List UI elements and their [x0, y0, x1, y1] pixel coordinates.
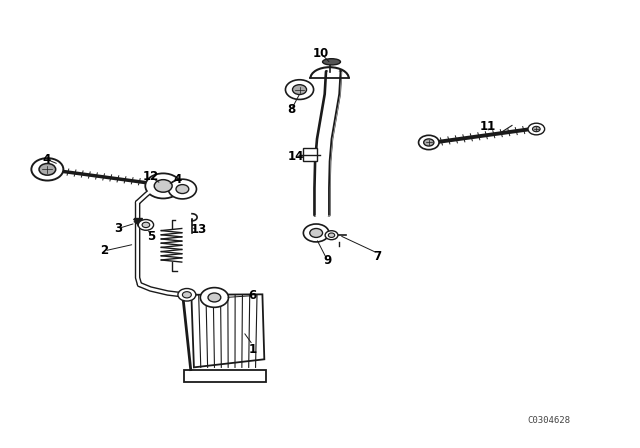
Circle shape	[154, 180, 172, 192]
Text: 5: 5	[148, 230, 156, 243]
Text: 6: 6	[249, 289, 257, 302]
Circle shape	[424, 139, 434, 146]
Text: 12: 12	[142, 170, 159, 184]
Circle shape	[532, 126, 540, 132]
Circle shape	[145, 173, 181, 198]
Text: 2: 2	[100, 244, 108, 258]
Text: 3: 3	[115, 222, 122, 235]
Text: 13: 13	[190, 223, 207, 236]
Circle shape	[528, 123, 545, 135]
Circle shape	[178, 289, 196, 301]
Text: 4: 4	[42, 152, 50, 166]
Text: 7: 7	[374, 250, 381, 263]
Circle shape	[328, 233, 335, 237]
Circle shape	[208, 293, 221, 302]
Circle shape	[292, 85, 307, 95]
Polygon shape	[184, 370, 266, 382]
Circle shape	[138, 220, 154, 230]
Circle shape	[142, 222, 150, 228]
Circle shape	[200, 288, 228, 307]
Circle shape	[182, 292, 191, 298]
Ellipse shape	[323, 59, 340, 65]
Text: 11: 11	[479, 120, 496, 133]
Text: 14: 14	[287, 150, 304, 164]
Circle shape	[419, 135, 439, 150]
Bar	[303, 148, 317, 161]
Circle shape	[168, 179, 196, 199]
Circle shape	[176, 185, 189, 194]
Circle shape	[39, 164, 56, 175]
Text: 10: 10	[313, 47, 330, 60]
Circle shape	[310, 228, 323, 237]
Text: 4: 4	[174, 172, 182, 186]
Polygon shape	[191, 294, 264, 367]
Text: 1: 1	[249, 343, 257, 356]
Circle shape	[285, 80, 314, 99]
Circle shape	[325, 231, 338, 240]
Text: C0304628: C0304628	[527, 416, 571, 425]
Text: 9: 9	[324, 254, 332, 267]
Circle shape	[31, 158, 63, 181]
Circle shape	[303, 224, 329, 242]
Text: 8: 8	[287, 103, 295, 116]
